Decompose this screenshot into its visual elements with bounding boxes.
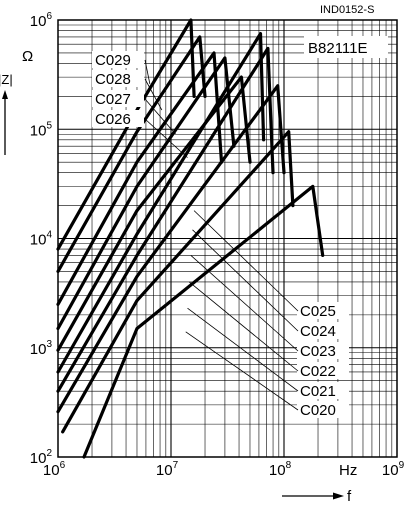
x-tick-label: 109 — [382, 460, 405, 479]
series-label-bg — [297, 401, 349, 418]
tick-labels: 106 107 108 109 102 103 104 105 106 — [30, 11, 405, 479]
series-label-right: C021 — [300, 383, 336, 400]
x-axis-unit: Hz — [339, 462, 357, 479]
series-label-right: C020 — [300, 402, 336, 419]
series-labels: C029 C028 C027 C026 C025 C024 C023 C022 C021 C020 — [92, 51, 349, 419]
series-label-right: C025 — [300, 303, 336, 320]
y-axis-unit: Ω — [22, 48, 33, 65]
y-tick-label: 106 — [30, 11, 53, 30]
series-label-left: C026 — [95, 111, 131, 128]
curve-c021 — [61, 130, 295, 434]
plot-frame — [57, 19, 398, 458]
series-label-right: C023 — [300, 343, 336, 360]
series-label-bg — [297, 322, 349, 339]
curve-c029 — [56, 18, 196, 251]
impedance-curves — [56, 18, 325, 459]
doc-id: IND0152-S — [320, 4, 374, 16]
curve-c023 — [56, 46, 275, 393]
series-label-right: C022 — [300, 363, 336, 380]
series-label-left: C029 — [95, 52, 131, 69]
leader-line — [144, 78, 163, 111]
y-tick-label: 103 — [30, 339, 53, 358]
curve-c026 — [56, 56, 236, 331]
y-tick-label: 102 — [30, 448, 53, 467]
leader-line — [192, 229, 299, 332]
leader-line — [144, 118, 188, 158]
x-axis-arrow-head — [333, 492, 344, 500]
leader-line — [193, 210, 299, 312]
x-axis-symbol: f — [347, 488, 352, 505]
series-label-bg — [297, 382, 349, 399]
leader-line — [144, 98, 176, 135]
series-label-bg — [92, 90, 144, 107]
chart-title: B82111E — [308, 40, 368, 57]
series-label-bg — [297, 342, 349, 359]
leader-line — [187, 307, 299, 392]
curve-c020 — [82, 184, 325, 459]
x-tick-label: 106 — [43, 460, 66, 479]
series-label-bg — [297, 302, 349, 319]
leader-line — [144, 59, 151, 84]
curve-c022 — [56, 84, 286, 414]
leader-line — [185, 331, 299, 411]
y-axis-symbol: |Z| — [0, 72, 13, 87]
x-tick-label: 108 — [269, 460, 292, 479]
y-tick-label: 105 — [30, 120, 53, 139]
series-label-right: C024 — [300, 323, 336, 340]
x-tick-label: 107 — [156, 460, 179, 479]
series-label-left: C027 — [95, 91, 131, 108]
y-axis-arrow-head — [2, 90, 8, 99]
curve-c025 — [56, 75, 252, 352]
y-tick-label: 104 — [30, 230, 53, 249]
series-label-bg — [297, 362, 349, 379]
series-label-bg — [92, 70, 144, 87]
series-label-bg — [92, 110, 144, 127]
series-label-left: C028 — [95, 71, 131, 88]
curve-c024 — [56, 32, 266, 374]
series-label-bg — [92, 51, 144, 68]
title-box — [304, 36, 388, 58]
leader-line — [190, 255, 299, 352]
leader-line — [188, 281, 299, 372]
